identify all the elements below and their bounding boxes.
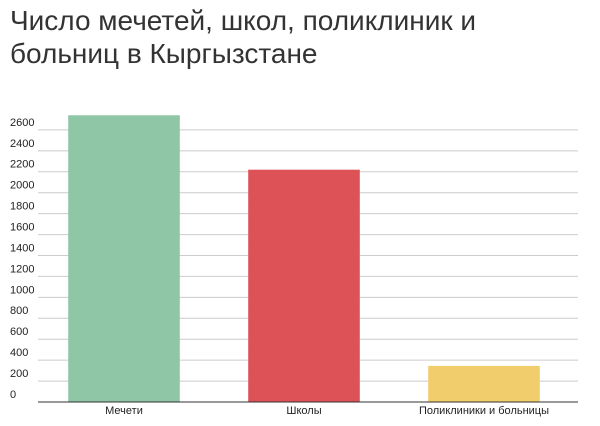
x-tick-label: Школы (286, 405, 321, 417)
y-tick-label: 2000 (10, 180, 34, 192)
y-tick-label: 0 (10, 389, 16, 401)
y-tick-label: 1400 (10, 242, 34, 254)
chart-title: Число мечетей, школ, поликлиник и больни… (10, 5, 477, 69)
y-tick-label: 800 (10, 305, 28, 317)
bar (68, 115, 180, 403)
y-tick-label: 1600 (10, 221, 34, 233)
y-tick-label: 1800 (10, 201, 34, 213)
y-tick-label: 400 (10, 347, 28, 359)
bar (248, 169, 360, 402)
x-tick-label: Поликлиники и больницы (419, 405, 549, 417)
y-tick-label: 1000 (10, 284, 34, 296)
y-tick-label: 2400 (10, 138, 34, 150)
x-tick-label: Мечети (105, 405, 143, 417)
bar (428, 365, 540, 402)
y-tick-label: 600 (10, 326, 28, 338)
y-tick-label: 2600 (10, 117, 34, 129)
y-tick-label: 2200 (10, 159, 34, 171)
y-tick-label: 1200 (10, 263, 34, 275)
y-tick-label: 200 (10, 368, 28, 380)
